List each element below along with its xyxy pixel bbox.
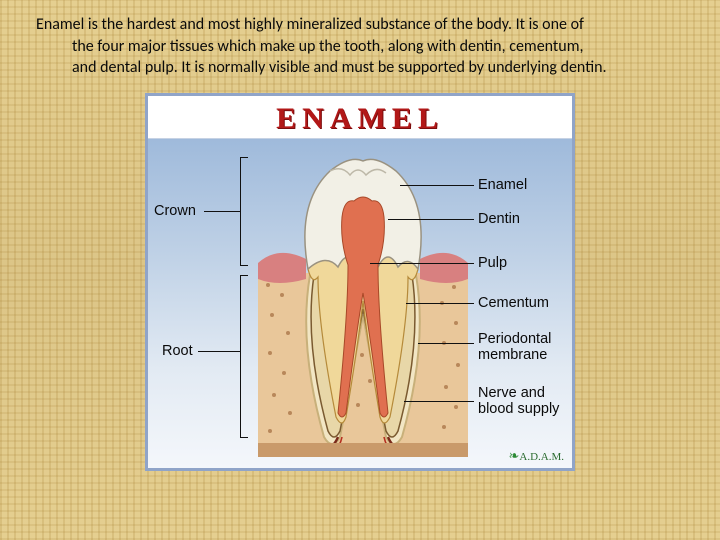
bracket-root-top bbox=[240, 275, 248, 276]
figure-title-bar: ENAMEL bbox=[148, 96, 572, 138]
figure: ENAMEL Crown Root bbox=[145, 93, 575, 471]
bracket-crown-bot bbox=[240, 265, 248, 266]
leader-pulp bbox=[370, 263, 474, 264]
description: Enamel is the hardest and most highly mi… bbox=[36, 14, 684, 79]
label-periodontal-1: Periodontal bbox=[478, 331, 551, 347]
leader-cementum bbox=[406, 303, 474, 304]
label-enamel: Enamel bbox=[478, 177, 527, 193]
desc-line3: and dental pulp. It is normally visible … bbox=[46, 57, 684, 79]
leader-root bbox=[198, 351, 240, 352]
credit-leaf-icon: ❧ bbox=[508, 448, 519, 463]
bracket-root-bot bbox=[240, 437, 248, 438]
credit: ❧A.D.A.M. bbox=[508, 448, 564, 464]
leader-dentin bbox=[388, 219, 474, 220]
bracket-crown bbox=[240, 157, 241, 265]
label-nerve-1: Nerve and bbox=[478, 385, 545, 401]
label-nerve-2: blood supply bbox=[478, 401, 559, 417]
bracket-root bbox=[240, 275, 241, 437]
leader-periodontal bbox=[418, 343, 474, 344]
tooth-svg bbox=[258, 145, 468, 457]
label-pulp: Pulp bbox=[478, 255, 507, 271]
label-crown: Crown bbox=[154, 203, 196, 219]
credit-text: A.D.A.M. bbox=[519, 451, 564, 463]
label-periodontal-2: membrane bbox=[478, 347, 547, 363]
leader-enamel bbox=[400, 185, 474, 186]
label-dentin: Dentin bbox=[478, 211, 520, 227]
desc-line2: the four major tissues which make up the… bbox=[46, 36, 684, 58]
leader-crown bbox=[204, 211, 240, 212]
tooth-diagram: Crown Root bbox=[148, 138, 572, 468]
label-root: Root bbox=[162, 343, 193, 359]
figure-title: ENAMEL bbox=[276, 102, 444, 135]
desc-line1: Enamel is the hardest and most highly mi… bbox=[36, 15, 584, 34]
leader-nerve bbox=[404, 401, 474, 402]
label-cementum: Cementum bbox=[478, 295, 549, 311]
bracket-crown-top bbox=[240, 157, 248, 158]
